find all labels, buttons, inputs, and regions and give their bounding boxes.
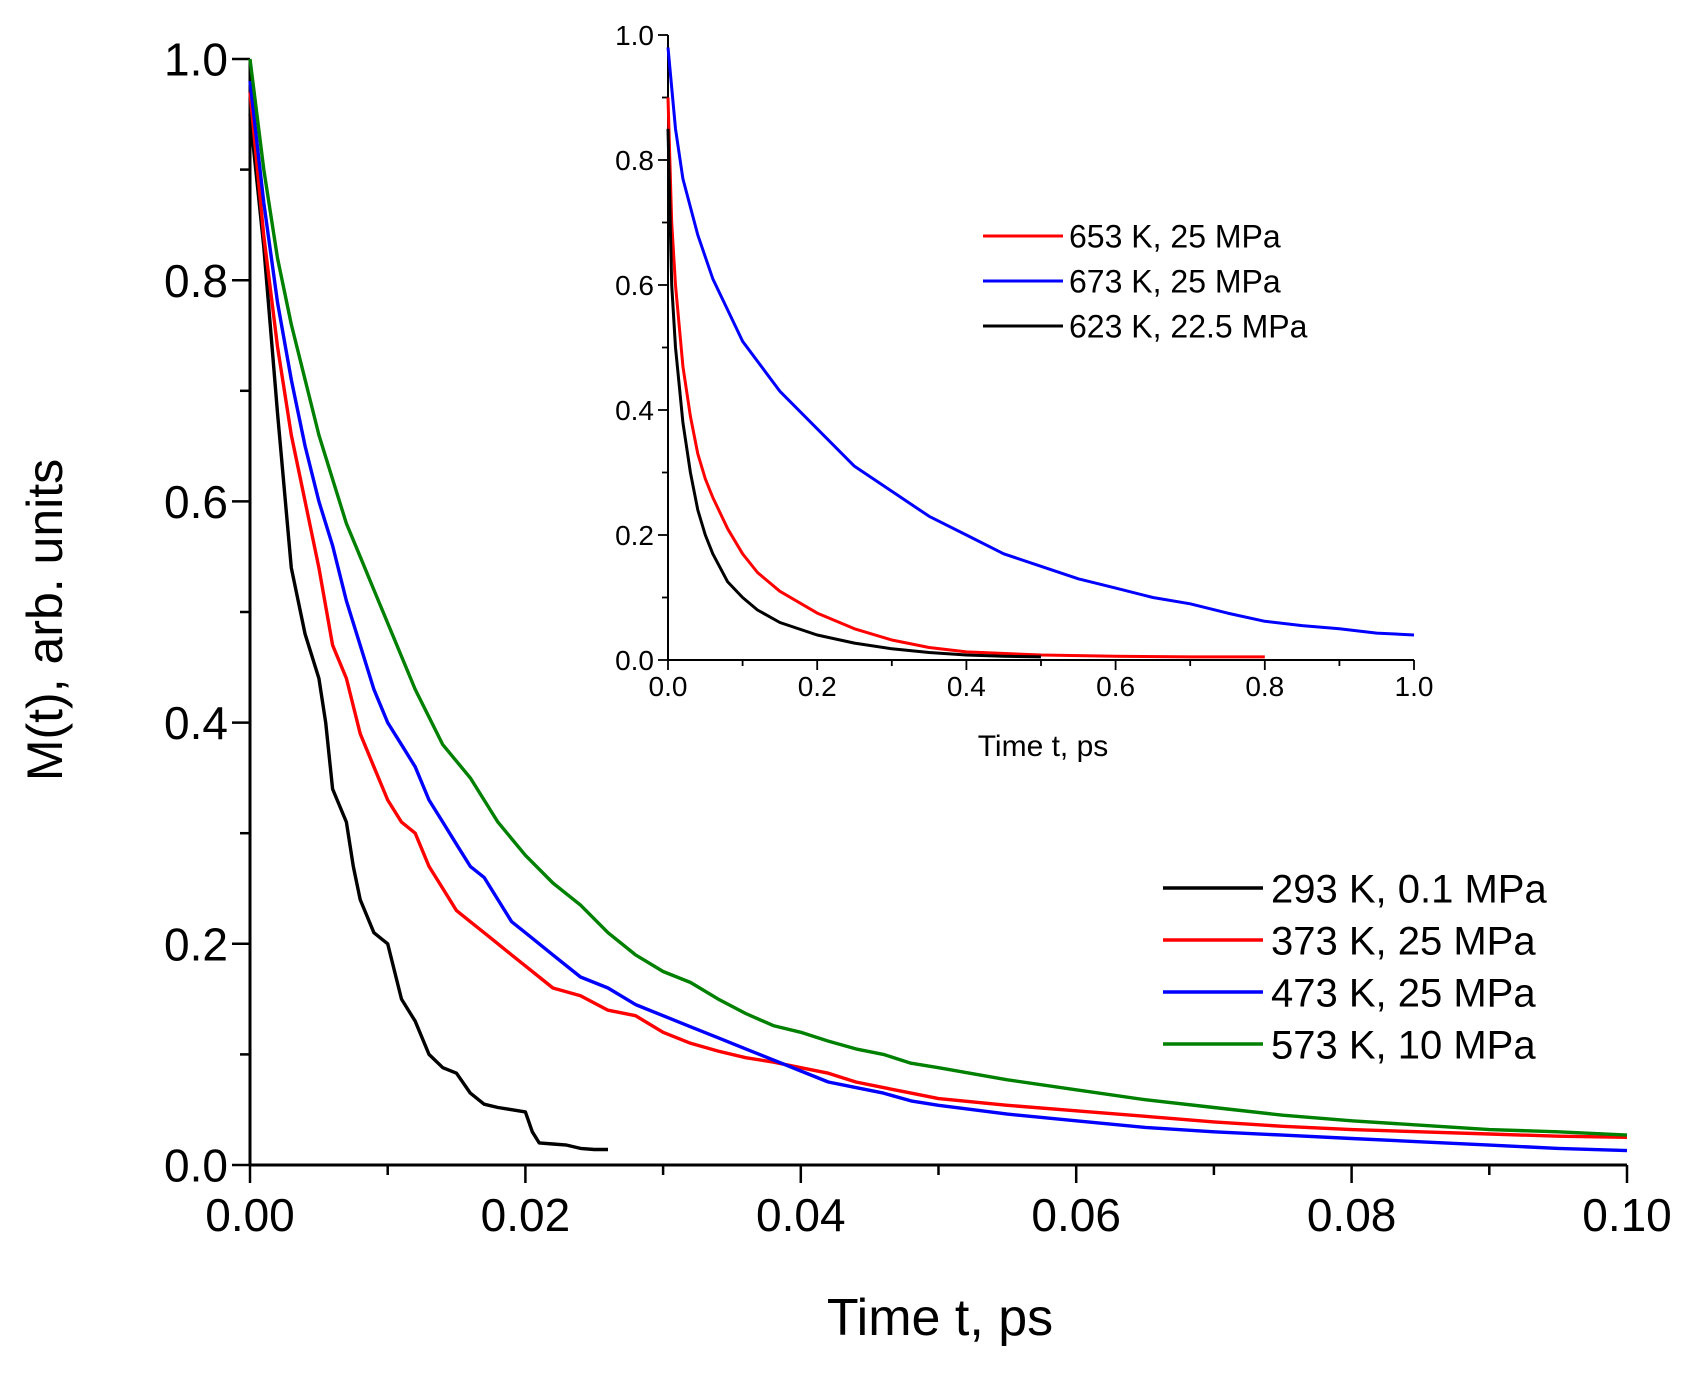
inset-x-tick-label: 0.2 [798, 671, 837, 702]
main-axes: 0.00 0.02 0.04 0.06 0.08 0.10 0.0 0.2 0.4 0.6 0.8 1… [164, 34, 1672, 1241]
main-x-tick-label: 0.10 [1582, 1189, 1672, 1241]
main-y-tick-label: 0.8 [164, 255, 228, 307]
legend-label-473-k-25-mpa: 473 K, 25 MPa [1271, 971, 1536, 1015]
inset-legend: 653 K, 25 MPa 673 K, 25 MPa 623 K, 22.5 MP… [983, 219, 1308, 345]
inset-x-tick-label: 0.8 [1245, 671, 1284, 702]
main-x-tick-label: 0.04 [756, 1189, 846, 1241]
main-x-tick-label: 0.00 [205, 1189, 295, 1241]
series-line-293-k-0-1-mpa [248, 114, 608, 1152]
main-x-tick-label: 0.06 [1031, 1189, 1121, 1241]
main-x-tick-label: 0.02 [481, 1189, 571, 1241]
legend-label-573-k-10-mpa: 573 K, 10 MPa [1271, 1023, 1536, 1067]
inset-x-tick-label: 0.0 [649, 671, 688, 702]
inset-x-axis-label: Time t, ps [978, 730, 1109, 763]
inset-y-tick-label: 0.4 [615, 395, 654, 426]
series-line-573-k-10-mpa [248, 58, 1628, 1137]
inset-y-tick-label: 0.8 [615, 145, 654, 176]
inset-x-tick-label: 1.0 [1395, 671, 1434, 702]
legend-label-623-k-22-5-mpa: 623 K, 22.5 MPa [1069, 309, 1308, 345]
main-x-axis-label: Time t, ps [827, 1289, 1053, 1347]
series-line-623-k-22-5-mpa [666, 128, 1042, 659]
series-line-473-k-25-mpa [248, 80, 1628, 1153]
main-y-axis-label: M(t), arb. units [17, 459, 73, 781]
series-line-653-k-25-mpa [666, 97, 1265, 659]
legend-label-373-k-25-mpa: 373 K, 25 MPa [1271, 919, 1536, 963]
inset-chart: 0.0 0.2 0.4 0.6 0.8 1.0 0.0 0.2 0.4 0.6 0.8 1.0 653… [615, 20, 1433, 763]
legend-label-293-k-0-1-mpa: 293 K, 0.1 MPa [1271, 867, 1547, 911]
legend-label-653-k-25-mpa: 653 K, 25 MPa [1069, 219, 1281, 255]
series-line-673-k-25-mpa [666, 47, 1415, 637]
inset-y-tick-label: 1.0 [615, 20, 654, 51]
inset-y-tick-label: 0.2 [615, 520, 654, 551]
main-y-tick-label: 0.2 [164, 918, 228, 970]
inset-x-tick-label: 0.6 [1096, 671, 1135, 702]
main-y-tick-label: 0.4 [164, 697, 228, 749]
main-y-tick-label: 1.0 [164, 34, 228, 86]
inset-axes: 0.0 0.2 0.4 0.6 0.8 1.0 0.0 0.2 0.4 0.6 0.8 1.0 [615, 20, 1433, 702]
main-y-tick-label: 0.6 [164, 476, 228, 528]
inset-y-tick-label: 0.6 [615, 270, 654, 301]
main-legend: 293 K, 0.1 MPa 373 K, 25 MPa 473 K, 25 MPa… [1163, 867, 1547, 1067]
inset-x-tick-label: 0.4 [947, 671, 986, 702]
main-x-tick-label: 0.08 [1307, 1189, 1397, 1241]
inset-y-tick-label: 0.0 [615, 645, 654, 676]
inset-series [666, 47, 1415, 659]
legend-label-673-k-25-mpa: 673 K, 25 MPa [1069, 264, 1281, 300]
main-y-tick-label: 0.0 [164, 1140, 228, 1192]
main-series [248, 58, 1628, 1153]
main-chart: 0.00 0.02 0.04 0.06 0.08 0.10 0.0 0.2 0.4 0.6 0.8 1… [17, 34, 1672, 1347]
series-line-373-k-25-mpa [248, 92, 1628, 1139]
